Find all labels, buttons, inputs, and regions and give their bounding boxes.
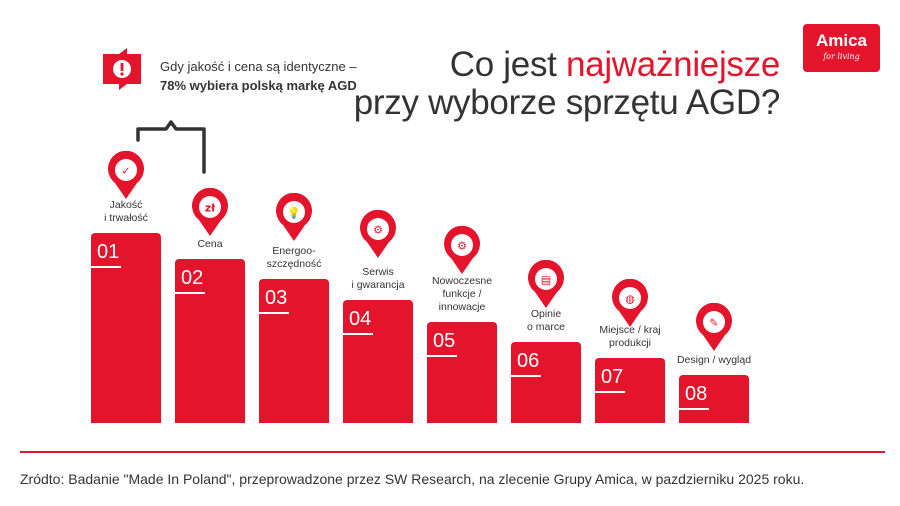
globe-icon: ◍ <box>612 279 648 327</box>
rank-underline <box>91 266 121 268</box>
svg-text:✓: ✓ <box>121 165 130 178</box>
wrench-gear-icon: ⚙ <box>360 210 396 258</box>
category-label: Opinie o marce <box>491 308 601 334</box>
bar-04: 04 <box>343 300 413 423</box>
title-highlight: najważniejsze <box>566 45 780 84</box>
category-label: Cena <box>155 238 265 251</box>
lightbulb-icon: 💡 <box>276 193 312 241</box>
logo-tagline: for living <box>823 52 860 61</box>
category-label: Miejsce / kraj produkcji <box>575 324 685 350</box>
svg-text:◍: ◍ <box>625 293 635 306</box>
category-label-line: funkcje / <box>442 288 482 300</box>
category-label: Nowoczesne funkcje / innowacje <box>407 275 517 314</box>
rank-label: 08 <box>685 383 708 405</box>
highlight-note: Gdy jakość i cena są identyczne – 78% wy… <box>160 57 357 95</box>
bar-03: 03 <box>259 279 329 423</box>
rank-underline <box>595 391 625 393</box>
rank-label: 04 <box>349 308 372 330</box>
category-label-line: innowacje <box>438 301 486 313</box>
divider <box>20 451 885 453</box>
svg-text:▤: ▤ <box>541 274 551 287</box>
category-label-line: o marce <box>527 321 565 333</box>
category-label: Design / wygląd <box>659 354 769 367</box>
rank-label: 07 <box>601 366 624 388</box>
svg-text:zł: zł <box>205 202 216 215</box>
quality-badge-icon: ✓ <box>108 151 144 199</box>
rank-underline <box>679 408 709 410</box>
category-label-line: Energoo- <box>272 245 316 257</box>
svg-text:✎: ✎ <box>709 317 718 330</box>
exclamation-icon <box>103 48 141 90</box>
title-line2: przy wyborze sprzętu AGD? <box>353 83 781 122</box>
category-label-line: Miejsce / kraj <box>599 324 661 336</box>
category-label-line: Serwis <box>362 266 394 278</box>
svg-text:💡: 💡 <box>287 207 301 220</box>
rank-label: 02 <box>181 267 204 289</box>
bar-01: 01 <box>91 233 161 423</box>
rank-label: 03 <box>265 287 288 309</box>
page-title: Co jest najważniejsze przy wyborze sprzę… <box>353 45 781 122</box>
source-note: Zródto: Badanie "Made In Poland", przepr… <box>20 471 805 487</box>
logo-name: Amica <box>815 31 868 50</box>
category-label-line: Opinie <box>530 308 562 320</box>
svg-text:⚙: ⚙ <box>457 240 467 253</box>
gears-icon: ⚙ <box>444 226 480 274</box>
rank-underline <box>427 355 457 357</box>
bar-02: 02 <box>175 259 245 423</box>
category-label-line: i trwałość <box>104 212 148 224</box>
note-line2: 78% wybiera polską markę AGD <box>160 78 357 93</box>
bar-06: 06 <box>511 342 581 423</box>
bar-08: 08 <box>679 375 749 423</box>
category-label: Jakość i trwałość <box>71 199 181 225</box>
rank-underline <box>259 312 289 314</box>
category-label-line: i gwarancja <box>351 279 405 291</box>
bracket-icon <box>136 120 206 174</box>
bar-07: 07 <box>595 358 665 423</box>
bar-05: 05 <box>427 322 497 423</box>
amica-logo: Amica for living <box>803 24 880 72</box>
rank-underline <box>175 292 205 294</box>
category-label: Serwis i gwarancja <box>323 266 433 292</box>
category-label-line: produkcji <box>608 337 652 349</box>
note-line1: Gdy jakość i cena są identyczne – <box>160 59 357 74</box>
svg-text:⚙: ⚙ <box>373 224 383 237</box>
rank-label: 01 <box>97 241 120 263</box>
category-label-line: szczędność <box>266 258 322 270</box>
chat-bubbles-icon: ▤ <box>528 260 564 308</box>
category-label-line: Jakość <box>109 199 143 211</box>
rank-underline <box>511 375 541 377</box>
zloty-coin-icon: zł <box>192 188 228 236</box>
category-label-line: Nowoczesne <box>431 275 493 287</box>
rank-label: 05 <box>433 330 456 352</box>
category-label: Energoo-szczędność <box>239 245 349 271</box>
rank-label: 06 <box>517 350 540 372</box>
title-prefix: Co jest <box>449 45 566 84</box>
rank-underline <box>343 333 373 335</box>
category-label-line: Cena <box>197 238 223 250</box>
pen-nib-icon: ✎ <box>696 303 732 351</box>
category-label-line: Design / wygląd <box>676 354 752 366</box>
